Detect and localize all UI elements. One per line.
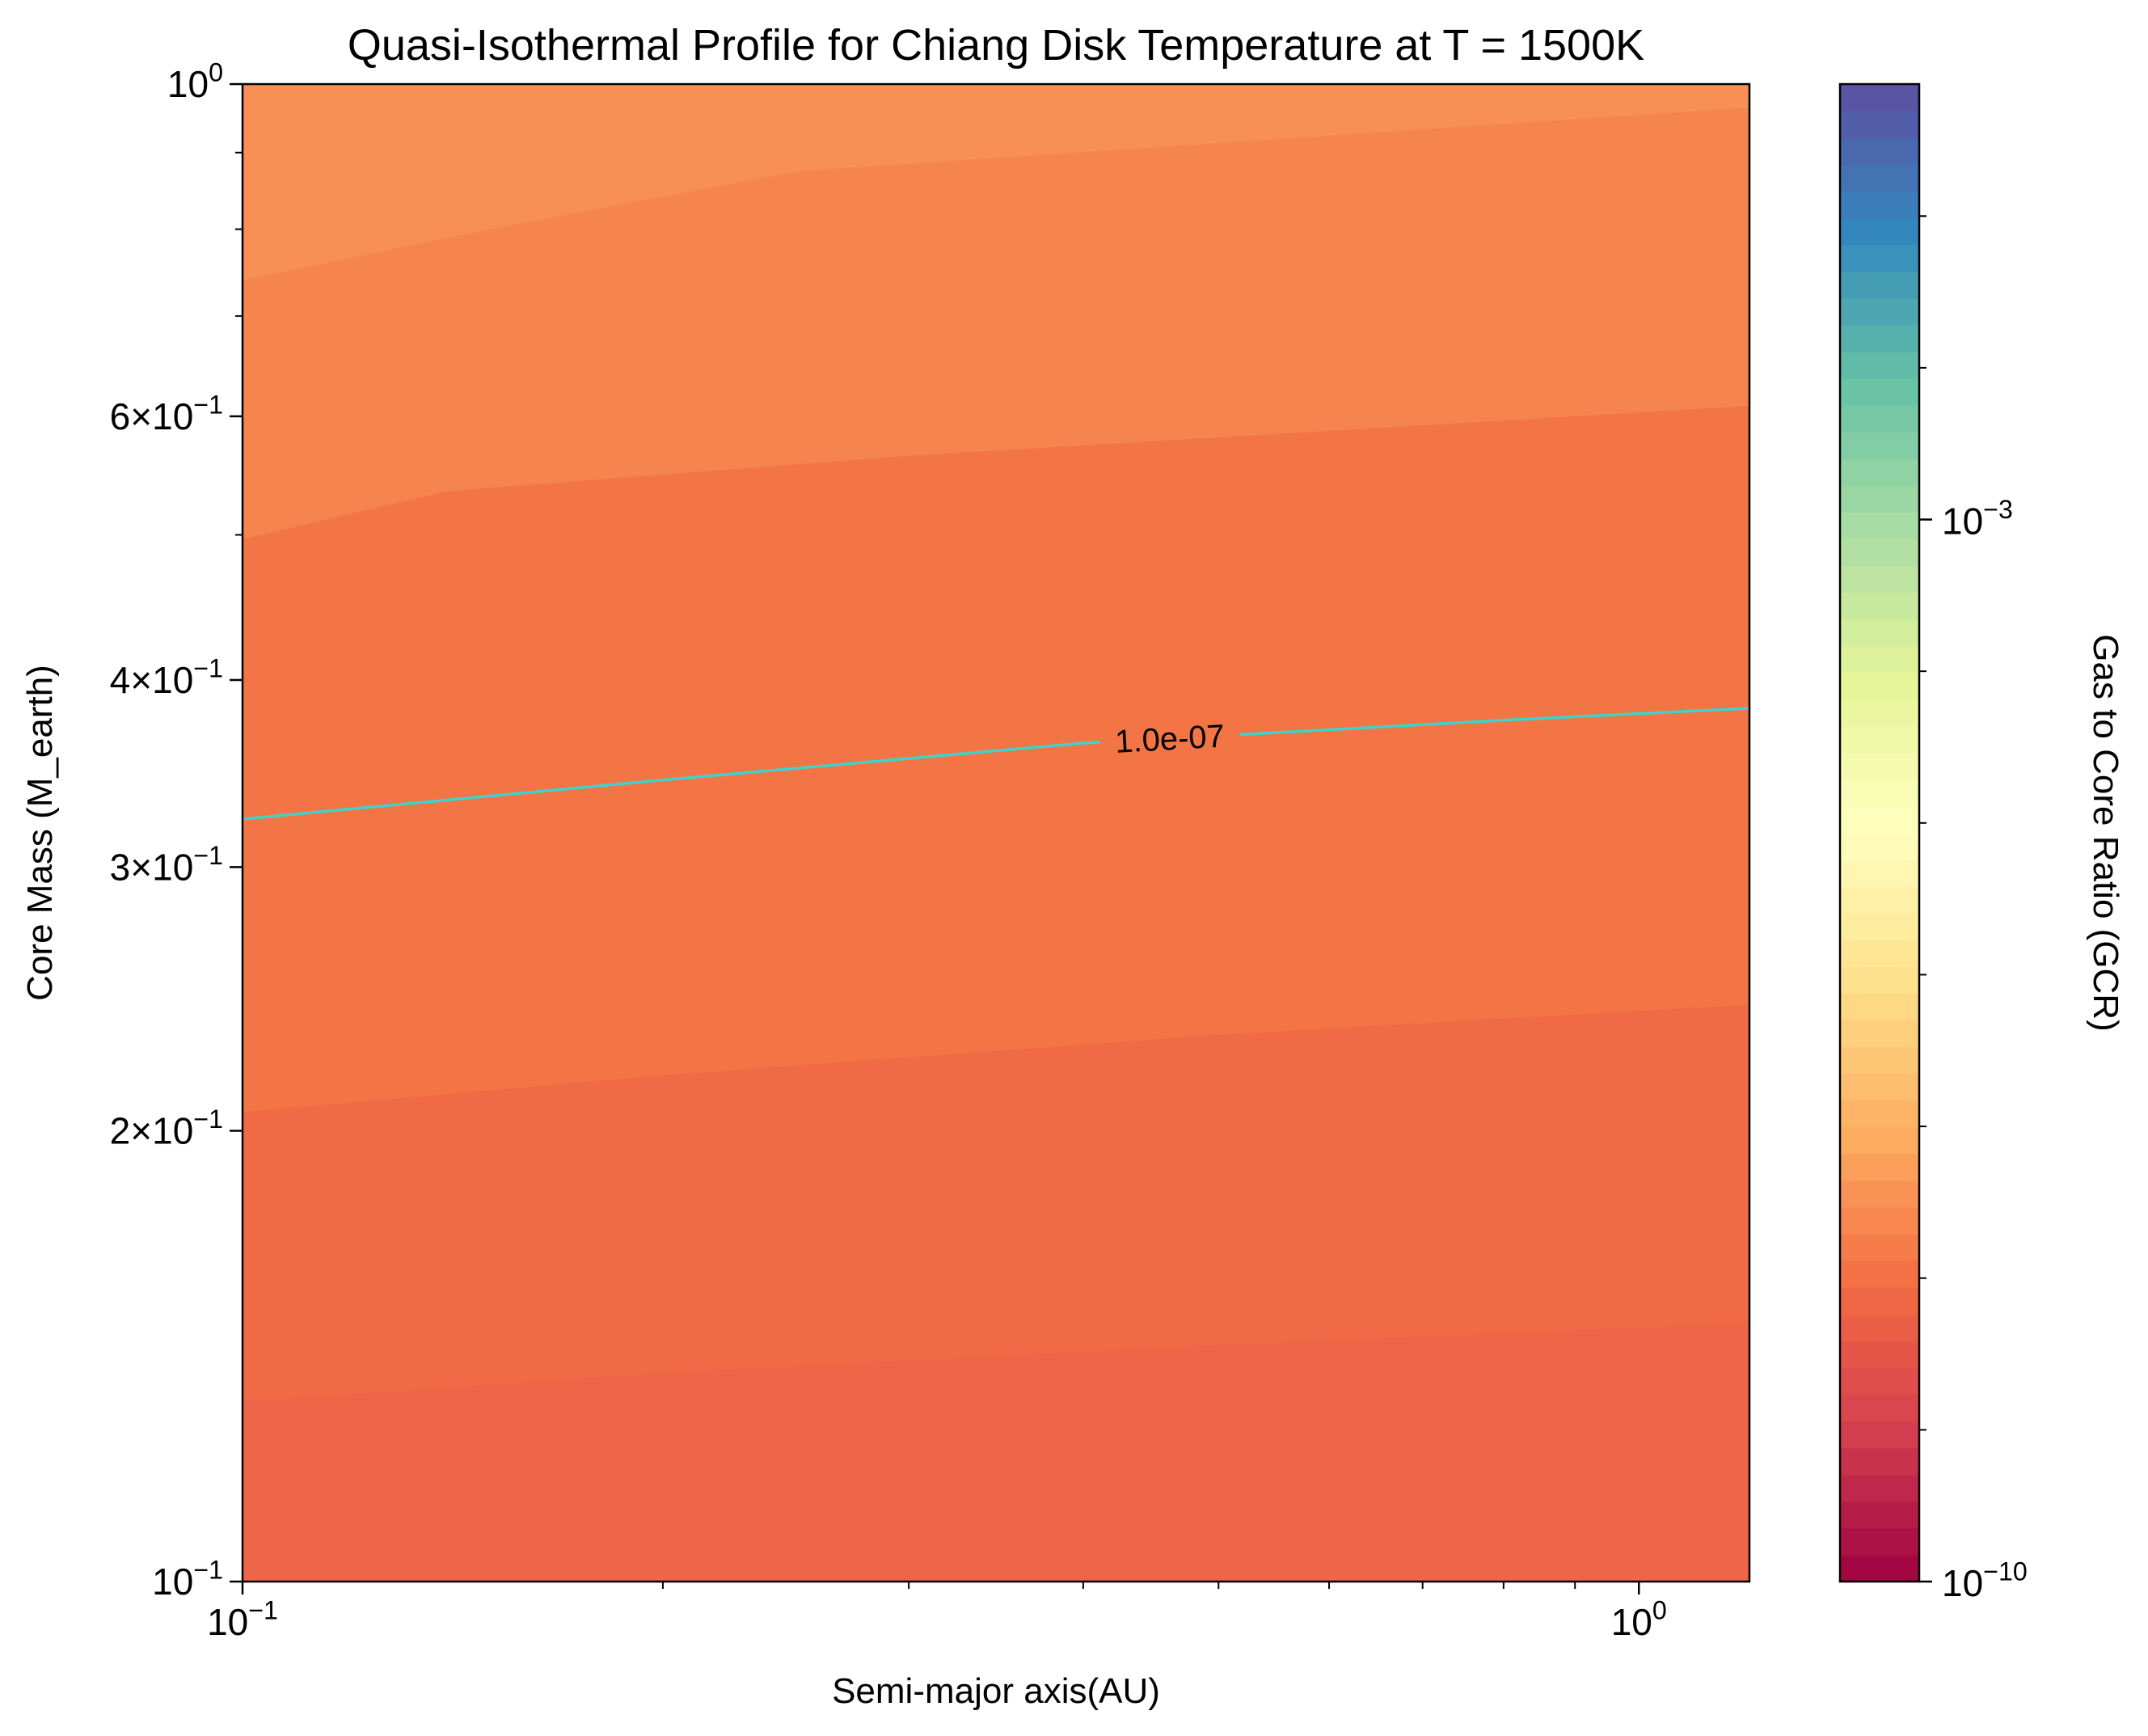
colorbar-level-2 <box>1840 1501 1919 1529</box>
y-tick-label-4: 6×10−1 <box>110 391 223 437</box>
chart-title: Quasi-Isothermal Profile for Chiang Disk… <box>348 21 1644 70</box>
colorbar-tick-label-1: 10−3 <box>1942 495 2013 542</box>
colorbar-level-23 <box>1840 940 1919 967</box>
colorbar-level-40 <box>1840 485 1919 513</box>
colorbar-level-15 <box>1840 1153 1919 1181</box>
y-tick-label-5: 100 <box>167 58 223 105</box>
colorbar-level-38 <box>1840 539 1919 566</box>
colorbar-ticks: 10−10 10−3 <box>1919 215 2028 1604</box>
colorbar-level-39 <box>1840 512 1919 539</box>
colorbar-level-50 <box>1840 218 1919 246</box>
x-axis-ticks: 10−1 100 <box>207 1582 1667 1643</box>
colorbar-level-5 <box>1840 1421 1919 1449</box>
colorbar-level-44 <box>1840 378 1919 406</box>
colorbar-level-0 <box>1840 1554 1919 1582</box>
colorbar-frame <box>1838 82 1921 1583</box>
colorbar-level-52 <box>1840 164 1919 192</box>
x-axis-label: Semi-major axis(AU) <box>832 1671 1160 1711</box>
colorbar-level-8 <box>1840 1341 1919 1369</box>
colorbar-level-14 <box>1840 1180 1919 1208</box>
colorbar-label: Gas to Core Ratio (GCR) <box>2086 634 2125 1031</box>
colorbar-level-9 <box>1840 1314 1919 1341</box>
colorbar-tick-label-0: 10−10 <box>1942 1557 2028 1604</box>
colorbar-level-24 <box>1840 913 1919 940</box>
colorbar-level-47 <box>1840 298 1919 326</box>
colorbar-level-49 <box>1840 244 1919 272</box>
colorbar-level-53 <box>1840 137 1919 165</box>
colorbar-level-1 <box>1840 1527 1919 1556</box>
colorbar-level-33 <box>1840 672 1919 700</box>
colorbar-level-17 <box>1840 1100 1919 1128</box>
colorbar-level-10 <box>1840 1287 1919 1315</box>
colorbar-level-7 <box>1840 1367 1919 1396</box>
y-tick-label-1: 2×10−1 <box>110 1105 223 1151</box>
x-tick-label-1: 100 <box>1611 1596 1667 1643</box>
colorbar-level-19 <box>1840 1046 1919 1075</box>
colorbar <box>1838 82 1921 1583</box>
y-tick-label-3: 4×10−1 <box>110 654 223 701</box>
colorbar-level-42 <box>1840 431 1919 459</box>
colorbar-level-4 <box>1840 1447 1919 1476</box>
y-axis-label: Core Mass (M_earth) <box>20 665 60 1001</box>
contour-band-2 <box>243 405 1749 1113</box>
colorbar-level-28 <box>1840 805 1919 834</box>
colorbar-level-32 <box>1840 699 1919 727</box>
colorbar-level-25 <box>1840 886 1919 914</box>
colorbar-level-29 <box>1840 779 1919 807</box>
y-axis-ticks: 10−1 2×10−1 3×10−1 4×10−1 6×10−1 100 <box>110 58 243 1603</box>
contour-line-segment-0 <box>243 741 1101 821</box>
colorbar-level-11 <box>1840 1261 1919 1288</box>
colorbar-level-37 <box>1840 565 1919 593</box>
colorbar-level-51 <box>1840 191 1919 218</box>
y-tick-label-2: 3×10−1 <box>110 841 223 888</box>
contour-line-segment-1 <box>1239 707 1749 737</box>
colorbar-level-18 <box>1840 1073 1919 1101</box>
colorbar-level-35 <box>1840 619 1919 647</box>
contour-line-group: 1.0e-07 <box>243 707 1749 821</box>
colorbar-level-31 <box>1840 725 1919 754</box>
x-tick-label-0: 10−1 <box>207 1596 278 1643</box>
colorbar-level-3 <box>1840 1474 1919 1502</box>
colorbar-level-45 <box>1840 351 1919 379</box>
colorbar-level-27 <box>1840 833 1919 860</box>
contour-band-4 <box>243 84 1749 281</box>
colorbar-level-22 <box>1840 966 1919 995</box>
colorbar-level-36 <box>1840 592 1919 620</box>
colorbar-level-13 <box>1840 1207 1919 1235</box>
colorbar-level-26 <box>1840 860 1919 887</box>
colorbar-level-41 <box>1840 458 1919 486</box>
contour-fill-bands <box>243 84 1749 1582</box>
colorbar-level-30 <box>1840 752 1919 780</box>
colorbar-level-20 <box>1840 1020 1919 1048</box>
colorbar-level-16 <box>1840 1126 1919 1155</box>
colorbar-level-46 <box>1840 324 1919 353</box>
colorbar-level-54 <box>1840 111 1919 138</box>
colorbar-level-21 <box>1840 993 1919 1021</box>
colorbar-level-12 <box>1840 1234 1919 1261</box>
y-tick-label-0: 10−1 <box>152 1556 223 1603</box>
colorbar-level-6 <box>1840 1394 1919 1422</box>
colorbar-level-55 <box>1840 84 1919 112</box>
contour-label: 1.0e-07 <box>1114 719 1226 760</box>
colorbar-level-48 <box>1840 271 1919 299</box>
colorbar-level-43 <box>1840 404 1919 433</box>
plot-frame <box>241 82 1751 1583</box>
colorbar-level-34 <box>1840 645 1919 674</box>
